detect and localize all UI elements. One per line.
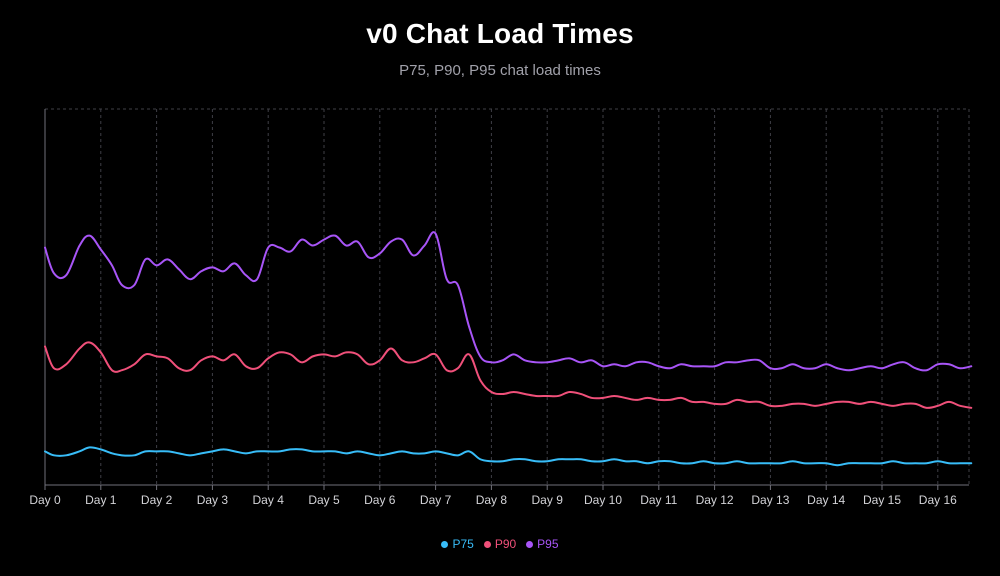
x-tick-label: Day 5 xyxy=(308,493,340,507)
x-tick-label: Day 13 xyxy=(751,493,789,507)
x-tick-label: Day 16 xyxy=(919,493,957,507)
x-tick-label: Day 6 xyxy=(364,493,396,507)
x-tick-label: Day 15 xyxy=(863,493,901,507)
x-tick-label: Day 2 xyxy=(141,493,173,507)
series-lines xyxy=(44,231,973,467)
x-tick-label: Day 10 xyxy=(584,493,622,507)
chart-title: v0 Chat Load Times xyxy=(366,18,634,49)
legend-label: P90 xyxy=(494,537,517,551)
legend-label: P95 xyxy=(537,537,559,551)
series-line-p75 xyxy=(44,446,973,467)
legend-swatch xyxy=(483,540,491,548)
grid xyxy=(44,108,970,485)
x-tick-label: Day 12 xyxy=(696,493,734,507)
x-tick-label: Day 14 xyxy=(807,493,845,507)
x-tick-label: Day 1 xyxy=(85,493,117,507)
x-tick-label: Day 9 xyxy=(532,493,564,507)
x-tick-label: Day 11 xyxy=(640,493,677,507)
x-axis-ticks: Day 0 Day 1 Day 2 Day 3 Day 4 Day 5 Day 6 Day 7… xyxy=(29,485,957,507)
legend-item-p95: P95 xyxy=(526,537,559,551)
legend-item-p90: P90 xyxy=(483,537,517,551)
legend-item-p75: P75 xyxy=(441,537,474,551)
chart-subtitle: P75, P90, P95 chat load times xyxy=(399,62,601,79)
series-line-p90 xyxy=(44,341,973,409)
legend-swatch xyxy=(441,540,449,548)
chart-legend: P75 P90 P95 xyxy=(0,537,1000,551)
x-tick-label: Day 3 xyxy=(197,493,229,507)
x-tick-label: Day 8 xyxy=(476,493,508,507)
legend-swatch xyxy=(526,540,534,548)
series-line-p95 xyxy=(44,231,973,372)
legend-label: P75 xyxy=(452,537,474,551)
x-tick-label: Day 0 xyxy=(29,493,61,507)
x-tick-label: Day 4 xyxy=(253,493,285,507)
x-tick-label: Day 7 xyxy=(420,493,452,507)
